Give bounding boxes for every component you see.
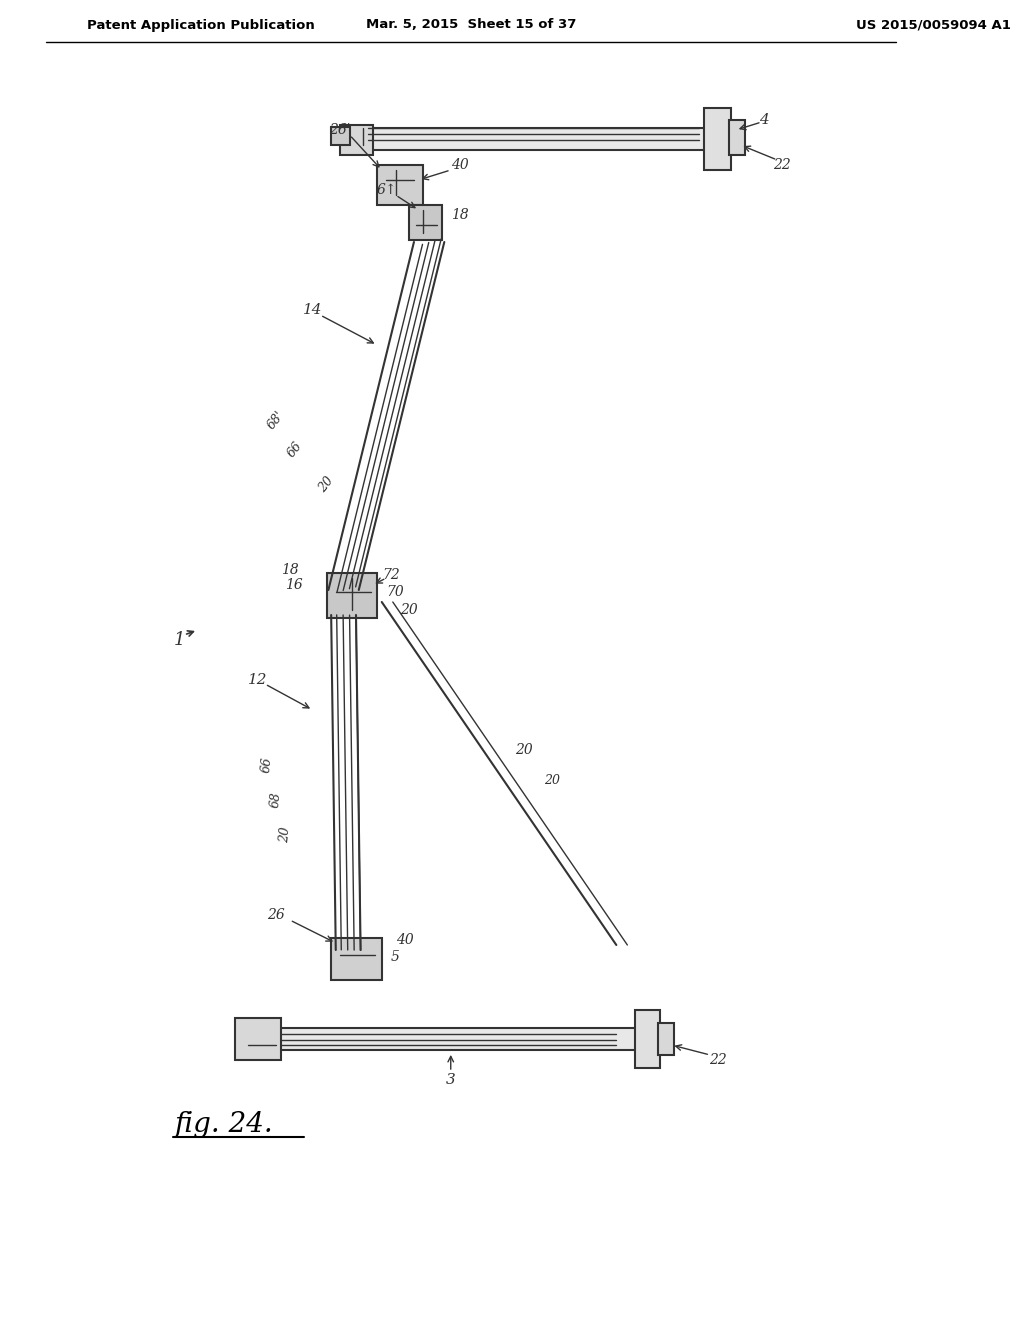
- Bar: [234, 1018, 281, 1060]
- Text: 22: 22: [709, 1053, 726, 1067]
- Bar: [331, 939, 382, 979]
- Text: 26': 26': [330, 123, 351, 137]
- Text: 72: 72: [382, 568, 399, 582]
- Text: 18: 18: [452, 209, 469, 222]
- Text: 20: 20: [544, 774, 560, 787]
- Bar: [657, 1023, 674, 1055]
- Text: 1: 1: [174, 631, 185, 649]
- Text: 20: 20: [515, 743, 534, 756]
- Text: 40: 40: [452, 158, 469, 172]
- Text: 68: 68: [268, 792, 284, 809]
- Text: fig. 24.: fig. 24.: [175, 1111, 273, 1138]
- Text: 26: 26: [267, 908, 285, 921]
- Text: 22: 22: [773, 158, 791, 172]
- Text: 70: 70: [387, 585, 404, 599]
- Bar: [703, 108, 731, 170]
- Text: 66: 66: [285, 440, 304, 461]
- Bar: [377, 165, 423, 205]
- Text: 66: 66: [260, 756, 274, 774]
- Bar: [358, 128, 718, 150]
- Text: 20: 20: [278, 826, 292, 843]
- Bar: [728, 120, 745, 154]
- Text: 20: 20: [400, 603, 418, 616]
- Text: 4: 4: [759, 114, 768, 127]
- Text: 16: 16: [286, 578, 303, 591]
- Bar: [410, 205, 441, 240]
- Text: 6↑: 6↑: [376, 183, 396, 197]
- Text: 3: 3: [445, 1073, 456, 1086]
- Text: 40: 40: [396, 933, 414, 946]
- Text: 12: 12: [248, 673, 267, 686]
- Text: US 2015/0059094 A1: US 2015/0059094 A1: [855, 18, 1011, 32]
- Bar: [340, 125, 373, 154]
- Text: 20: 20: [316, 475, 337, 495]
- Text: Patent Application Publication: Patent Application Publication: [87, 18, 315, 32]
- Bar: [327, 573, 377, 618]
- Text: 14: 14: [303, 304, 323, 317]
- Bar: [635, 1010, 660, 1068]
- Bar: [267, 1028, 644, 1049]
- Bar: [331, 127, 349, 145]
- Text: 18: 18: [281, 564, 299, 577]
- Text: 5: 5: [391, 950, 400, 964]
- Text: Mar. 5, 2015  Sheet 15 of 37: Mar. 5, 2015 Sheet 15 of 37: [366, 18, 577, 32]
- Text: 68': 68': [265, 408, 287, 432]
